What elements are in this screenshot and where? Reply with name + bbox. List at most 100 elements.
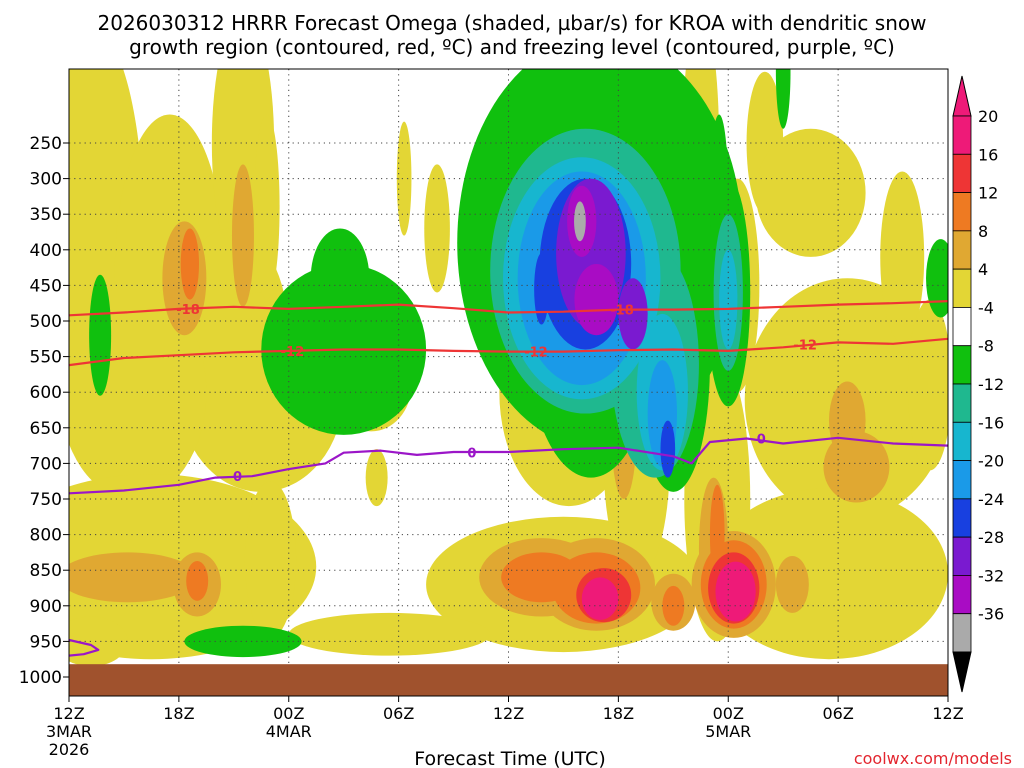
y-tick-label-6: 550 (30, 348, 62, 368)
colorbar-bottom-arrow (952, 651, 972, 693)
colorbar-label-0: 20 (978, 107, 998, 126)
colorbar-band-8 (952, 421, 972, 461)
snow-growth-minus12-line (69, 337, 948, 367)
y-tick-label-2: 350 (30, 205, 62, 225)
y-tick-label-1: 300 (30, 170, 62, 190)
omega-region-74 (660, 420, 676, 478)
x-tick-label-1: 18Z (163, 704, 194, 723)
freezing-level-zero-label-2: 0 (757, 432, 766, 447)
y-tick-label-14: 950 (30, 632, 62, 652)
omega-region-10 (365, 449, 388, 507)
omega-region-78 (574, 264, 619, 336)
terrain-layer (69, 664, 948, 696)
omega-region-32 (231, 164, 254, 307)
omega-region-39 (823, 431, 890, 503)
colorbar-label-13: -36 (978, 605, 1004, 624)
pressure-axis: 250 300 350 400 450 500 550 600 650 700 750 800 850 9… (19, 134, 69, 688)
freezing-level-surface-line (69, 638, 100, 657)
x-axis-label: Forecast Time (UTC) (414, 748, 605, 768)
colorbar-band-3 (952, 230, 972, 270)
omega-region-12 (424, 164, 450, 293)
y-tick-label-8: 650 (30, 419, 62, 439)
colorbar-label-4: 4 (978, 260, 988, 279)
colorbar-band-7 (952, 383, 972, 423)
freezing-level-zero-label-1: 0 (467, 447, 476, 462)
y-tick-label-12: 850 (30, 561, 62, 581)
y-tick-label-5: 500 (30, 312, 62, 332)
omega-region-76 (618, 278, 648, 350)
colorbar-label-11: -28 (978, 528, 1004, 547)
snow-growth-minus12-label-2: -12 (793, 338, 817, 353)
omega-region-28 (288, 612, 491, 656)
colorbar-band-10 (952, 498, 972, 538)
x-date-label-0: 3MAR (46, 722, 92, 741)
colorbar: 20 16 12 8 4 -4 -8 -12 -16 -20 -24 -28 -32 -36 (952, 75, 1004, 693)
colorbar-band-11 (952, 536, 972, 576)
omega-region-42 (180, 228, 200, 300)
colorbar-band-5 (952, 307, 972, 347)
dotted-grid (68, 69, 949, 696)
omega-region-52 (715, 561, 756, 622)
colorbar-label-10: -24 (978, 490, 1004, 509)
colorbar-label-5: -4 (978, 298, 994, 317)
snow-growth-minus18-label-0: -18 (176, 303, 200, 318)
colorbar-label-8: -16 (978, 413, 1004, 432)
omega-region-48 (186, 560, 209, 601)
omega-region-73 (534, 253, 549, 325)
y-tick-label-15: 1000 (19, 668, 62, 688)
freezing-level-zero-label-0: 0 (233, 470, 242, 485)
snow-growth-minus12-label-1: -12 (524, 346, 548, 361)
colorbar-band-13 (952, 613, 972, 653)
colorbar-label-6: -8 (978, 337, 994, 356)
x-date-label-2: 4MAR (266, 722, 312, 741)
y-tick-label-9: 700 (30, 454, 62, 474)
omega-region-61 (184, 625, 302, 658)
x-tick-label-5: 18Z (603, 704, 634, 723)
colorbar-band-2 (952, 192, 972, 232)
x-tick-label-4: 12Z (493, 704, 524, 723)
omega-region-11 (396, 121, 412, 236)
omega-region-79 (574, 201, 586, 242)
colorbar-band-4 (952, 268, 972, 308)
y-tick-label-0: 250 (30, 134, 62, 154)
terrain-band (69, 664, 948, 696)
y-tick-label-4: 450 (30, 276, 62, 296)
snow-growth-minus18-label-1: -18 (610, 304, 634, 319)
omega-region-30 (69, 552, 198, 603)
snow-growth-minus12-label-0: -12 (281, 345, 305, 360)
x-tick-label-8: 12Z (932, 704, 963, 723)
omega-region-69 (719, 249, 738, 350)
colorbar-label-2: 12 (978, 184, 998, 203)
y-tick-label-7: 600 (30, 383, 62, 403)
x-tick-label-2: 00Z (273, 704, 304, 723)
colorbar-label-7: -12 (978, 375, 1004, 394)
omega-region-41 (775, 555, 809, 613)
x-tick-label-3: 06Z (383, 704, 414, 723)
omega-region-51 (581, 577, 619, 621)
colorbar-band-9 (952, 460, 972, 500)
omega-region-62 (926, 239, 948, 318)
x-tick-label-7: 06Z (822, 704, 853, 723)
colorbar-label-9: -20 (978, 452, 1004, 471)
omega-region-13 (253, 114, 280, 300)
snow-growth-minus18-line (69, 300, 948, 317)
y-tick-label-3: 400 (30, 241, 62, 261)
colorbar-band-1 (952, 153, 972, 193)
contour-lines: -18 -18 -12 -12 -12 0 0 0 (69, 300, 948, 657)
x-tick-label-0: 12Z (53, 704, 84, 723)
colorbar-label-3: 8 (978, 222, 988, 241)
omega-region-63 (775, 69, 791, 129)
credit-text: coolwx.com/models (854, 749, 1012, 768)
y-tick-label-13: 900 (30, 597, 62, 617)
colorbar-band-6 (952, 345, 972, 385)
omega-region-25 (709, 488, 948, 660)
freezing-level-zero-line (69, 436, 948, 495)
chart-title-line2: growth region (contoured, red, ºC) and f… (129, 35, 895, 59)
omega-region-58 (89, 274, 112, 396)
x-year-label-0: 2026 (49, 740, 90, 759)
colorbar-label-12: -32 (978, 566, 1004, 585)
x-tick-label-6: 00Z (713, 704, 744, 723)
chart-title-line1: 2026030312 HRRR Forecast Omega (shaded, … (98, 11, 927, 35)
